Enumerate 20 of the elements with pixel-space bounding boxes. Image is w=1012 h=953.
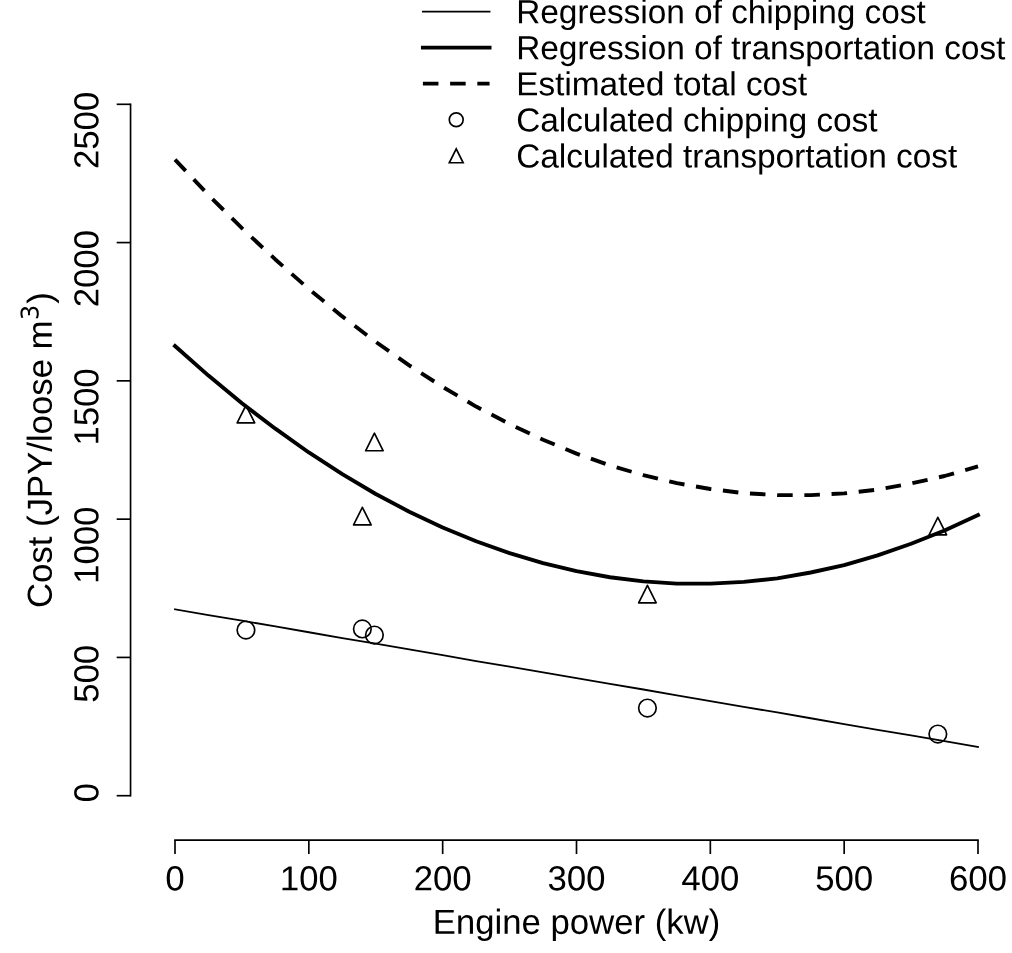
y-tick-label: 1000 (74, 507, 99, 582)
x-tick-label: 0 (166, 866, 184, 891)
x-tick-label: 100 (282, 866, 337, 891)
x-tick-label: 600 (950, 866, 1006, 891)
x-tick-label: 200 (415, 866, 471, 891)
y-tick-label: 2000 (74, 231, 99, 306)
y-tick-label: 1500 (74, 369, 99, 443)
y-tick-label: 2500 (74, 93, 99, 168)
y-tick-label: 0 (74, 784, 99, 802)
legend-label: Calculated chipping cost (517, 107, 878, 139)
x-tick-label: 400 (682, 866, 738, 891)
legend-label: Regression of transportation cost (518, 35, 1006, 67)
x-axis-title: Engine power (kw) (435, 908, 719, 941)
y-tick-label: 500 (74, 646, 99, 702)
x-tick-label: 500 (816, 866, 872, 891)
y-axis-title: Cost (JPY/loose m$^{3}$) (20, 294, 59, 607)
x-tick-label: 300 (548, 866, 605, 891)
legend-label: Regression of chipping cost (518, 0, 926, 31)
legend-label: Estimated total cost (518, 71, 807, 96)
legend-label: Calculated transportation cost (517, 143, 957, 175)
